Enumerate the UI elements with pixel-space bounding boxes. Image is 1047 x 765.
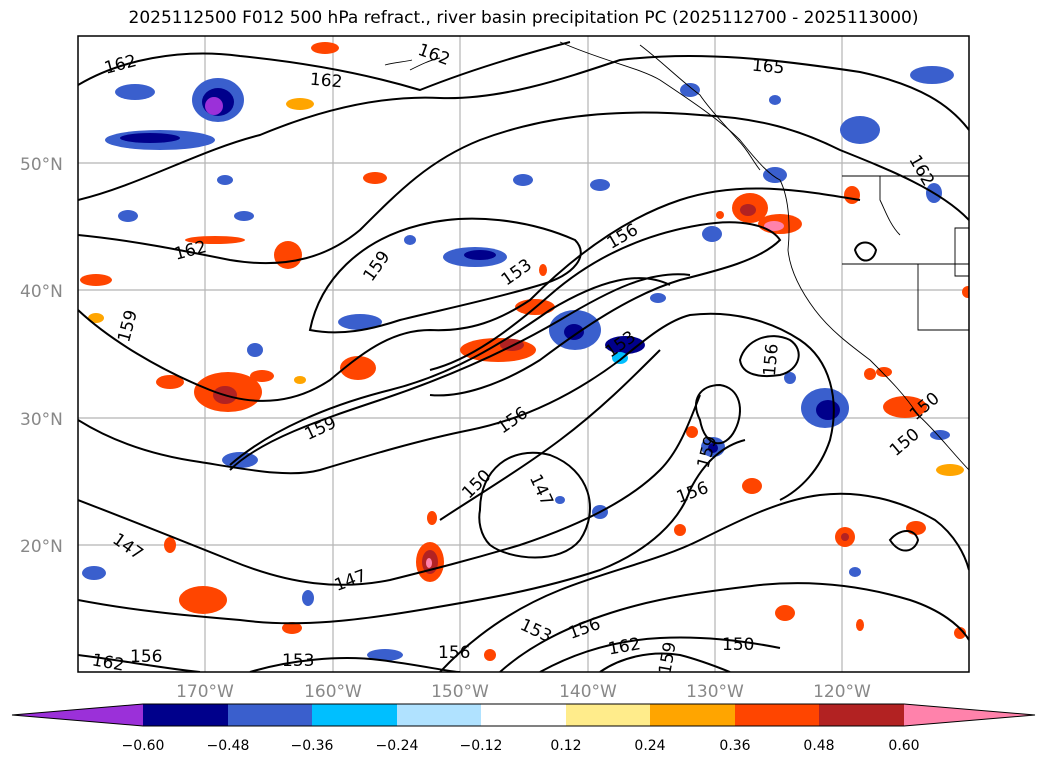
contour-label: 150 (722, 635, 754, 655)
lat-label: 20°N (20, 537, 63, 557)
lon-label: 140°W (559, 682, 617, 702)
colorbar-tick-label: 0.24 (634, 738, 665, 754)
colorbar-tick-label: −0.48 (207, 738, 250, 754)
lon-label: 130°W (686, 682, 744, 702)
contour-label: 156 (760, 343, 783, 377)
colorbar-tick-label: 0.36 (719, 738, 750, 754)
colorbar-segment (397, 704, 481, 726)
colorbar-tick-label: −0.36 (291, 738, 334, 754)
precip-positive-areas (80, 42, 969, 661)
lat-label: 40°N (20, 282, 63, 302)
colorbar-outline (11, 703, 1036, 727)
colorbar-segment (566, 704, 650, 726)
contour-label: 165 (751, 56, 785, 79)
colorbar-segment (650, 704, 735, 726)
lat-label: 50°N (20, 155, 63, 175)
colorbar-tick-label: 0.12 (550, 738, 581, 754)
refractivity-contours (78, 41, 969, 672)
contour-label: 159 (655, 640, 680, 675)
precip-negative-areas (82, 66, 954, 661)
colorbar-segment (481, 704, 566, 726)
contour-label: 162 (90, 650, 125, 675)
colorbar-tick-label: 0.60 (888, 738, 919, 754)
map-border (77, 35, 970, 673)
colorbar-segment (312, 704, 397, 726)
colorbar: −0.60 −0.48 −0.36 −0.24 −0.12 0.12 0.24 … (11, 703, 1036, 754)
colorbar-segment (819, 704, 904, 726)
colorbar-tick-label: −0.24 (376, 738, 419, 754)
graticule (78, 36, 969, 672)
colorbar-segment (735, 704, 819, 726)
colorbar-tick-label: −0.60 (122, 738, 165, 754)
lon-label: 150°W (431, 682, 489, 702)
colorbar-tick-label: −0.12 (460, 738, 503, 754)
map-content: 162 162 162 165 162 162 159 153 156 159 … (78, 36, 969, 675)
colorbar-tick-label: 0.48 (803, 738, 834, 754)
colorbar-segment (228, 704, 312, 726)
coastlines (384, 41, 969, 471)
contour-label: 153 (282, 651, 314, 671)
lon-label: 160°W (304, 682, 362, 702)
lon-label: 170°W (176, 682, 234, 702)
contour-label: 156 (130, 647, 162, 667)
colorbar-extend-high (904, 704, 1035, 726)
contour-label: 156 (438, 643, 470, 663)
colorbar-segment (143, 704, 228, 726)
colorbar-extend-low (12, 704, 143, 726)
lon-label: 120°W (813, 682, 871, 702)
lat-label: 30°N (20, 410, 63, 430)
contour-label: 162 (309, 70, 343, 93)
figure-title: 2025112500 F012 500 hPa refract., river … (128, 8, 919, 28)
